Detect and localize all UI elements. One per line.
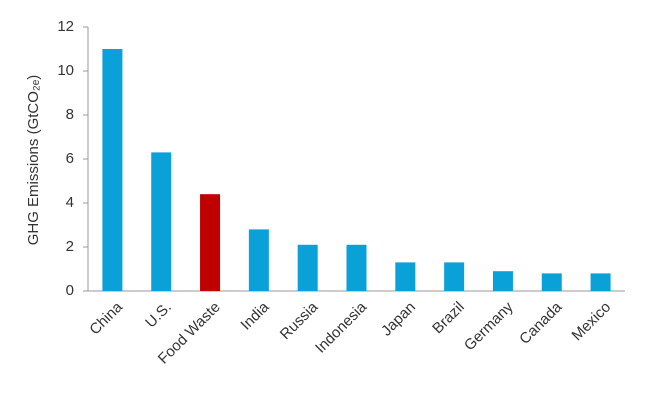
y-tick-label: 12 (57, 18, 74, 35)
bar (346, 244, 367, 291)
bar (395, 262, 416, 291)
x-tick-label: U.S. (142, 299, 175, 332)
bar (541, 273, 562, 291)
y-tick-label: 2 (66, 238, 74, 255)
bar (102, 49, 123, 291)
bar (248, 229, 269, 291)
x-tick-label: Indonesia (312, 298, 370, 356)
bar (151, 152, 172, 291)
x-tick-label: Germany (461, 298, 517, 354)
x-tick-label: China (86, 298, 126, 338)
y-tick-label: 8 (66, 106, 74, 123)
y-tick-label: 0 (66, 282, 74, 299)
x-tick-label: Canada (516, 298, 566, 348)
y-axis-label: GHG Emissions (GtCO₂ₑ) (25, 75, 42, 246)
x-tick-label: Russia (277, 298, 322, 343)
bar (590, 273, 611, 291)
x-tick-label: Mexico (569, 299, 615, 345)
bar (200, 194, 221, 291)
x-tick-label: Brazil (429, 299, 468, 338)
y-tick-label: 6 (66, 150, 74, 167)
y-tick-label: 4 (66, 194, 74, 211)
bar (444, 262, 465, 291)
x-tick-label: India (237, 298, 272, 333)
bar (492, 271, 513, 291)
bar (297, 244, 318, 291)
y-tick-label: 10 (57, 62, 74, 79)
x-tick-label: Japan (378, 299, 419, 340)
